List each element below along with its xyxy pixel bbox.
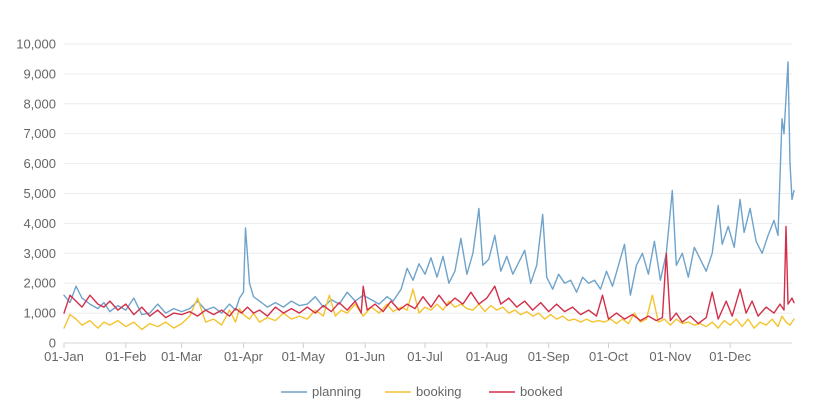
series-lines bbox=[63, 61, 795, 331]
x-tick-label: 01-Feb bbox=[105, 349, 146, 364]
x-tick-label: 01-Sep bbox=[528, 349, 570, 364]
x-tick-label: 01-Aug bbox=[466, 349, 508, 364]
grid bbox=[64, 43, 792, 344]
x-tick-label: 01-Jul bbox=[407, 349, 443, 364]
legend-label-booking: booking bbox=[416, 384, 462, 399]
x-tick-label: 01-Jan bbox=[44, 349, 84, 364]
y-tick-label: 2,000 bbox=[23, 276, 56, 291]
y-tick-label: 3,000 bbox=[23, 246, 56, 261]
series-line-booked bbox=[63, 225, 795, 325]
y-tick-label: 1,000 bbox=[23, 306, 56, 321]
x-tick-label: 01-Oct bbox=[589, 349, 628, 364]
x-tick-label: 01-Jun bbox=[345, 349, 385, 364]
y-tick-label: 5,000 bbox=[23, 186, 56, 201]
x-tick-label: 01-Dec bbox=[709, 349, 751, 364]
y-tick-label: 9,000 bbox=[23, 66, 56, 81]
y-tick-label: 10,000 bbox=[16, 37, 56, 52]
x-tick-label: 01-Mar bbox=[161, 349, 203, 364]
y-tick-label: 4,000 bbox=[23, 216, 56, 231]
y-tick-label: 7,000 bbox=[23, 126, 56, 141]
series-line-booking bbox=[63, 288, 795, 331]
legend-label-booked: booked bbox=[520, 384, 563, 399]
y-tick-label: 8,000 bbox=[23, 96, 56, 111]
y-tick-label: 0 bbox=[49, 336, 56, 351]
legend: planning booking booked bbox=[281, 384, 563, 399]
series-line-planning bbox=[63, 61, 795, 316]
x-tick-label: 01-May bbox=[282, 349, 326, 364]
x-tick-label: 01-Apr bbox=[224, 349, 264, 364]
x-axis: 01-Jan 01-Feb 01-Mar 01-Apr 01-May 01-Jun 01-J… bbox=[44, 342, 792, 364]
legend-label-planning: planning bbox=[312, 384, 361, 399]
y-tick-label: 6,000 bbox=[23, 156, 56, 171]
y-axis: 0 1,000 2,000 3,000 4,000 5,000 6,000 7,000 8,00… bbox=[16, 37, 56, 351]
x-tick-label: 01-Nov bbox=[649, 349, 691, 364]
